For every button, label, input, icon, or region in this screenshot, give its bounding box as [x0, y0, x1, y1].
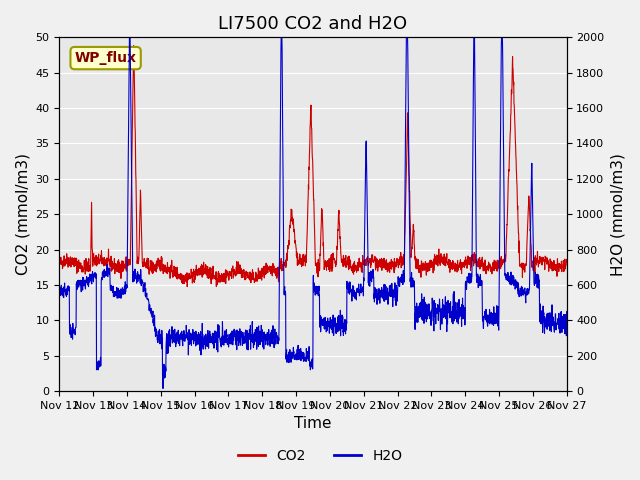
- Title: LI7500 CO2 and H2O: LI7500 CO2 and H2O: [218, 15, 408, 33]
- CO2: [183, 284, 191, 289]
- H2O: [461, 311, 468, 316]
- Y-axis label: CO2 (mmol/m3): CO2 (mmol/m3): [15, 153, 30, 275]
- H2O: [56, 289, 63, 295]
- H2O: [328, 317, 335, 323]
- H2O: [198, 334, 205, 339]
- Text: WP_flux: WP_flux: [75, 51, 136, 65]
- X-axis label: Time: Time: [294, 417, 332, 432]
- CO2: [461, 264, 468, 270]
- H2O: [126, 35, 134, 40]
- H2O: [339, 314, 346, 320]
- CO2: [56, 259, 63, 265]
- CO2: [563, 259, 570, 264]
- Y-axis label: H2O (mmol/m3): H2O (mmol/m3): [610, 153, 625, 276]
- CO2: [518, 262, 526, 268]
- H2O: [518, 291, 526, 297]
- H2O: [532, 276, 540, 281]
- Legend: CO2, H2O: CO2, H2O: [232, 443, 408, 468]
- CO2: [130, 43, 138, 48]
- Line: H2O: H2O: [60, 37, 566, 388]
- Line: CO2: CO2: [60, 46, 566, 287]
- CO2: [532, 256, 540, 262]
- H2O: [563, 309, 570, 314]
- CO2: [339, 261, 346, 267]
- H2O: [159, 385, 167, 391]
- CO2: [198, 267, 205, 273]
- CO2: [328, 261, 335, 267]
